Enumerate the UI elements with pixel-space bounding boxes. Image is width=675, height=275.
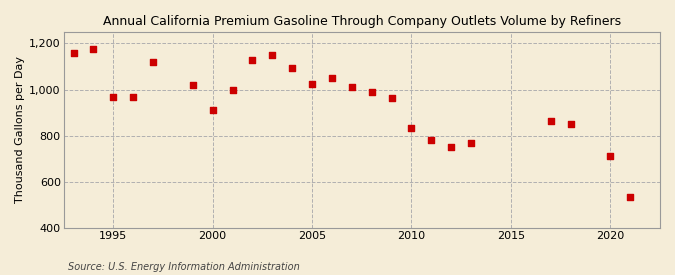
Text: Source: U.S. Energy Information Administration: Source: U.S. Energy Information Administ… [68,262,299,272]
Title: Annual California Premium Gasoline Through Company Outlets Volume by Refiners: Annual California Premium Gasoline Throu… [103,15,621,28]
Point [386,95,397,100]
Point [306,81,317,86]
Point [68,51,79,55]
Point [367,90,377,94]
Point [287,66,298,71]
Point [247,57,258,62]
Point [545,119,556,123]
Point [426,138,437,142]
Point [267,53,277,57]
Point [207,108,218,112]
Point [406,125,417,130]
Point [128,95,138,99]
Point [188,82,198,87]
Point [227,88,238,92]
Point [108,94,119,99]
Point [88,47,99,51]
Point [148,60,159,64]
Point [446,145,457,149]
Point [605,154,616,159]
Point [346,85,357,89]
Point [327,75,338,80]
Point [565,122,576,127]
Point [466,141,477,145]
Point [625,195,636,199]
Y-axis label: Thousand Gallons per Day: Thousand Gallons per Day [15,56,25,204]
